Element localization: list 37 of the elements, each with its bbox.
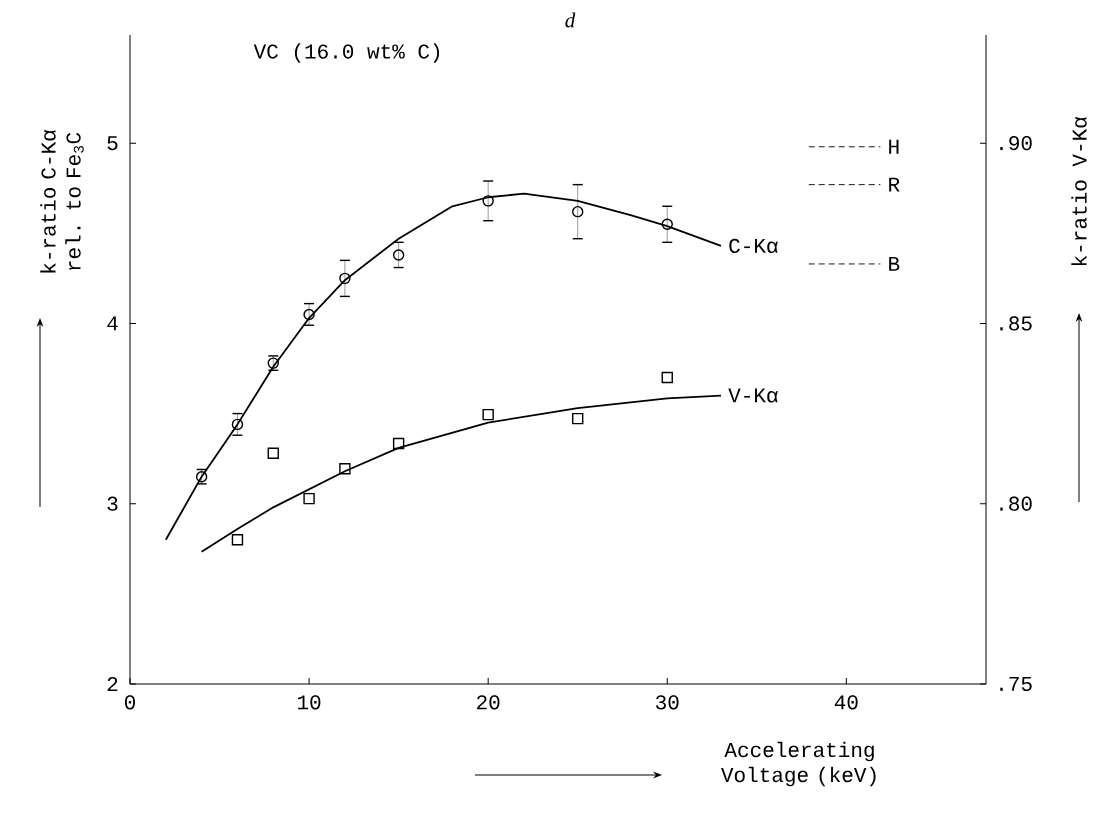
series-label: R [889,177,900,192]
y-tick-label: 5 [107,136,118,151]
x-tick-label: 0 [124,695,136,710]
series-label: H [889,139,899,154]
point [482,195,494,207]
series-label: V-Kα [728,388,778,403]
x-tick-label: 20 [477,695,500,710]
point [661,218,673,230]
point [482,408,494,421]
point [661,371,673,384]
point [303,308,315,321]
series-label: C-Kα [729,238,778,254]
point [267,447,279,459]
x-tick-label: 10 [298,695,321,710]
point [231,418,244,431]
x-tick-label: 40 [834,695,858,710]
point [303,492,315,505]
point [339,463,351,475]
point [392,249,405,261]
y-tick-label: 3 [107,496,118,511]
y2-axis-title: k-ratio V-Kα [1071,116,1087,265]
point [392,437,405,450]
x-axis-title: Accelerating Voltage (keV) [721,741,876,787]
x-tick-label: 30 [655,695,679,710]
y2-tick-label: .90 [1000,136,1032,151]
point [572,205,584,218]
series-label: B [889,257,900,271]
y-tick-label: 4 [107,316,118,331]
annotation: VC (16.0 wt% C) [253,43,440,63]
y2-tick-label: .85 [1000,316,1032,331]
chart-title: d [565,12,576,28]
point [572,412,584,425]
y-tick-label: 2 [107,676,118,692]
y2-tick-label: .80 [1000,496,1032,511]
point [339,272,351,285]
point [231,534,244,546]
y2-tick-label: .75 [1000,676,1032,692]
